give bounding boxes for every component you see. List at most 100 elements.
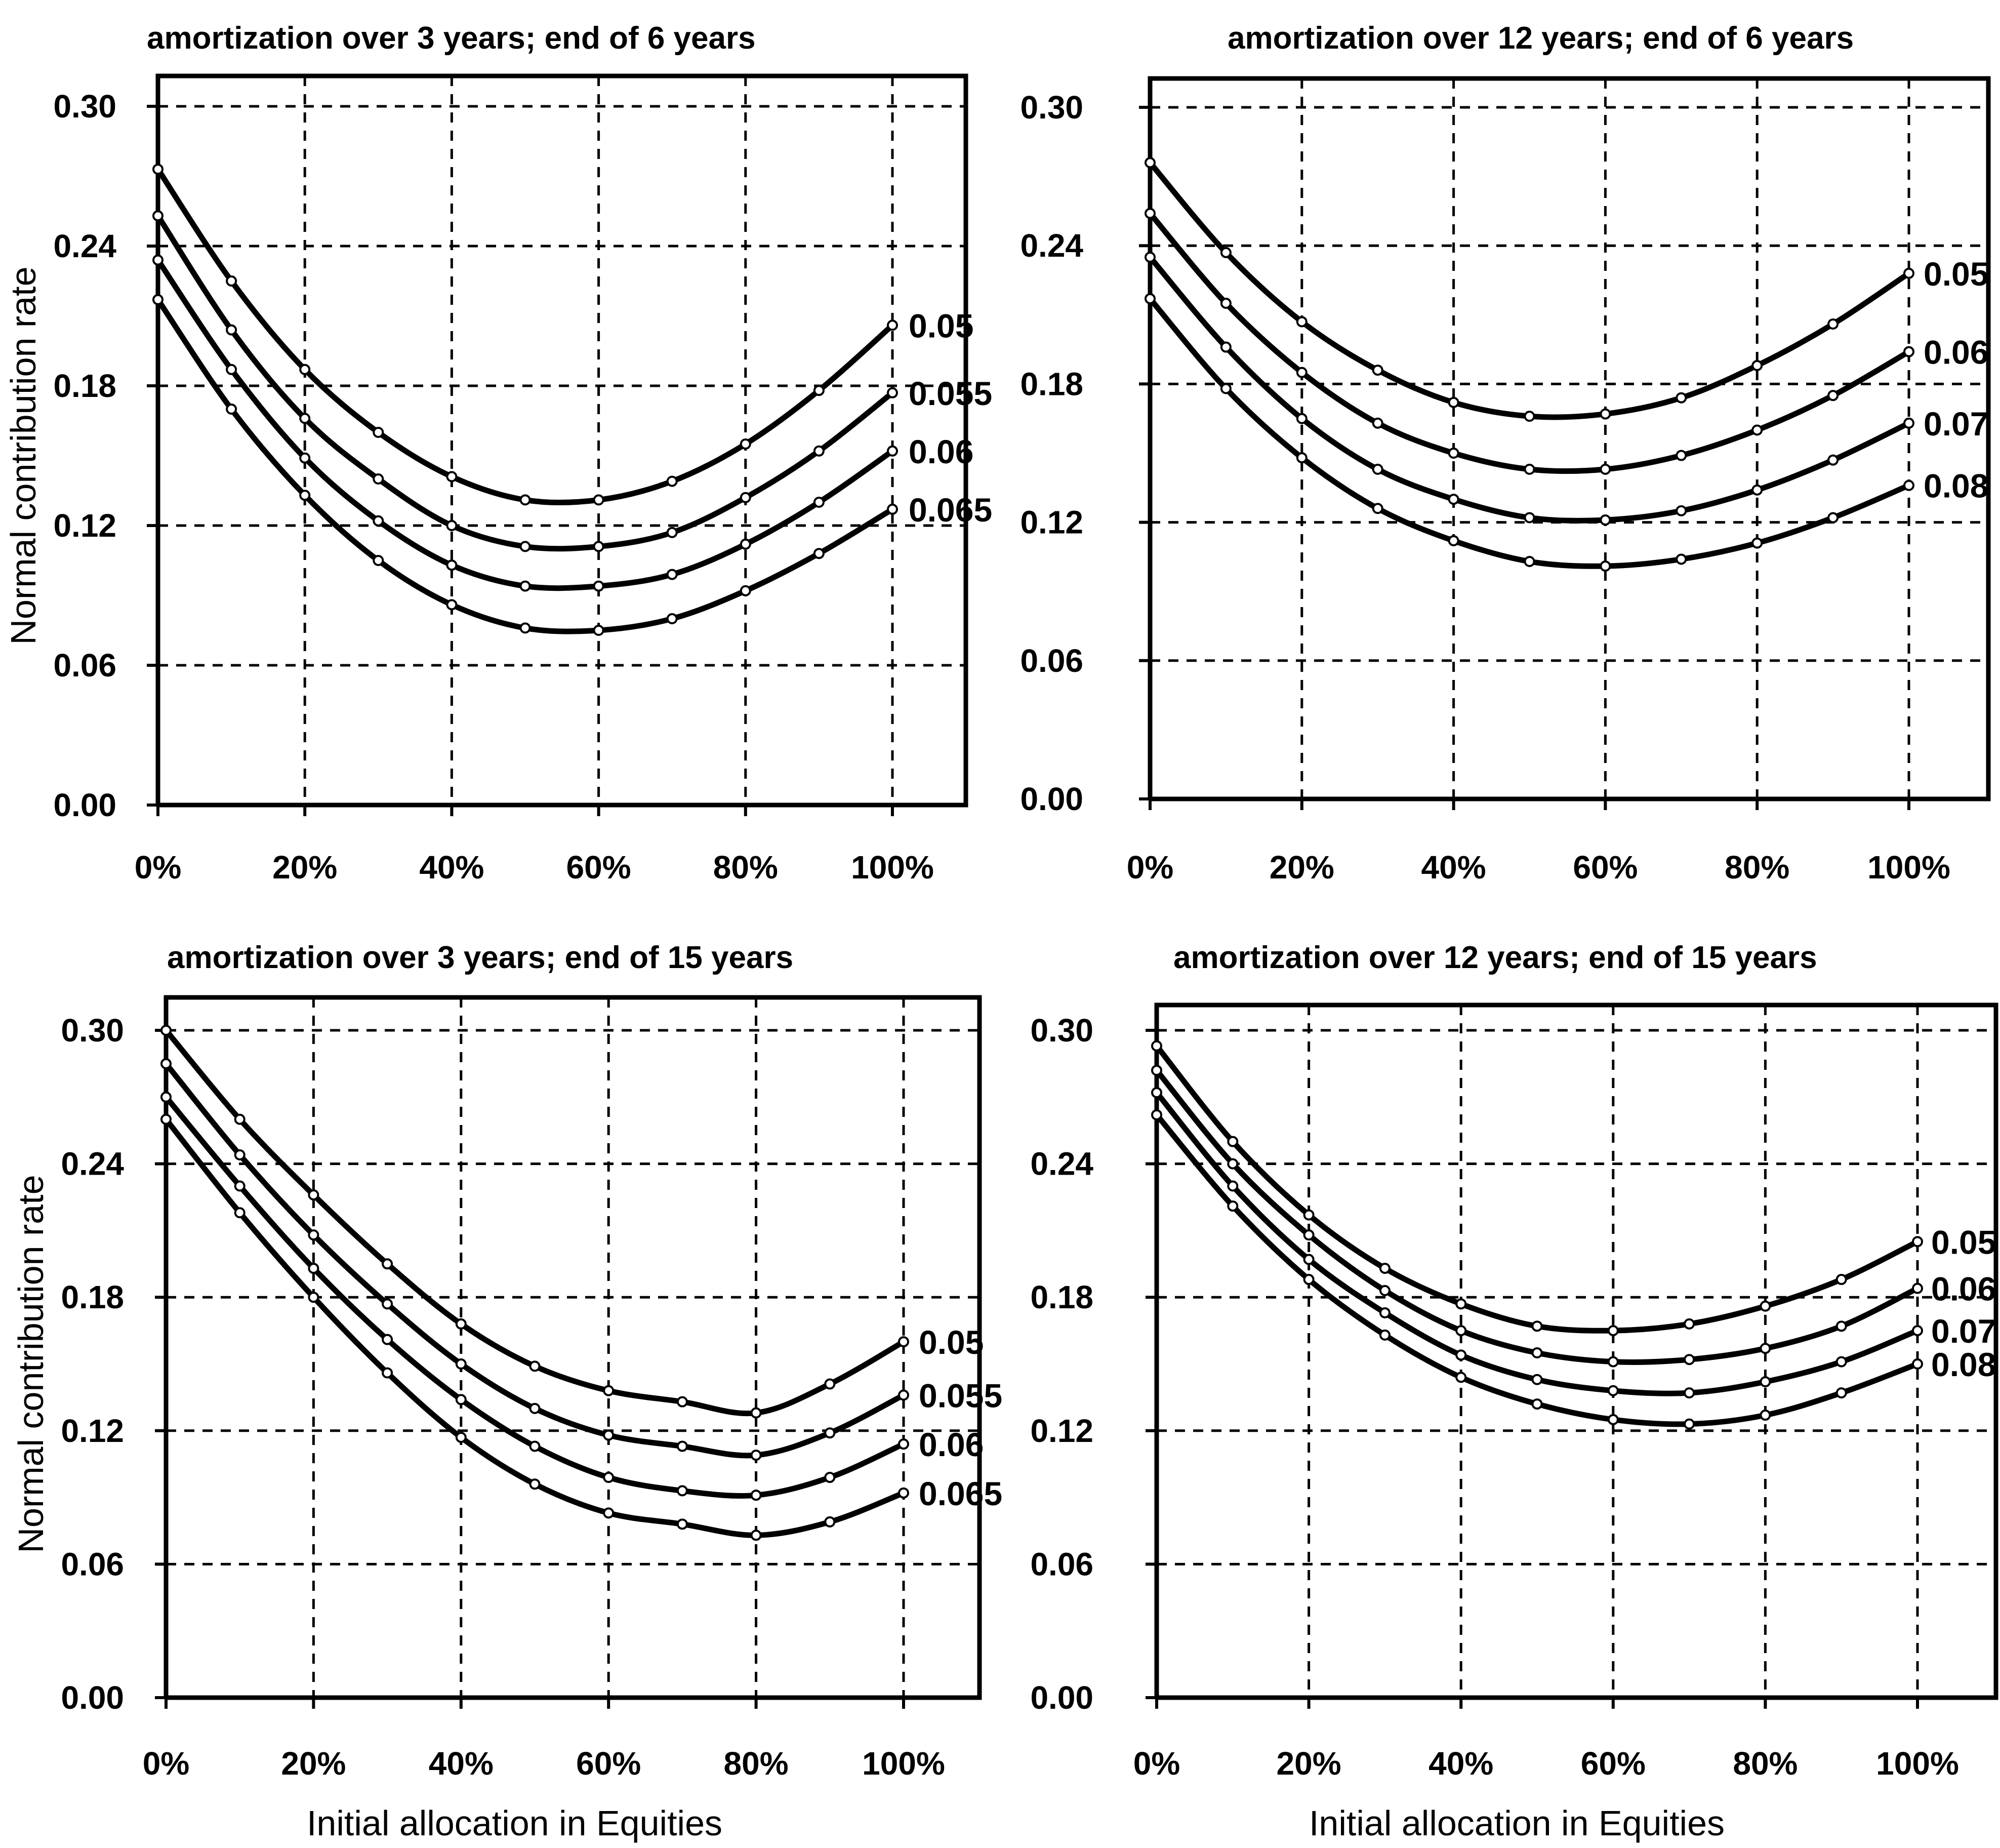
data-point xyxy=(1296,367,1308,378)
data-point xyxy=(1372,365,1383,376)
data-point xyxy=(234,1113,246,1125)
data-point xyxy=(519,580,531,592)
data-point xyxy=(666,569,678,580)
series-line xyxy=(155,168,894,506)
series-label: 0.07 xyxy=(1924,405,1988,443)
x-tick-label: 40% xyxy=(419,849,484,886)
y-tick-label: 0.18 xyxy=(1020,366,1083,402)
data-point xyxy=(1600,514,1611,526)
data-point xyxy=(666,527,678,538)
series-label: 0.065 xyxy=(919,1475,1002,1512)
data-point xyxy=(234,1149,246,1161)
data-point xyxy=(446,599,458,611)
x-tick-label: 100% xyxy=(851,849,934,886)
data-point xyxy=(740,438,751,450)
series-label: 0.055 xyxy=(909,375,992,412)
series-label: 0.06 xyxy=(919,1426,984,1463)
data-point xyxy=(1379,1329,1391,1341)
series-label: 0.08 xyxy=(1931,1346,1996,1383)
data-point xyxy=(299,452,311,464)
x-tick-label: 0% xyxy=(1133,1745,1180,1782)
x-tick-label: 60% xyxy=(1573,849,1638,886)
data-point xyxy=(824,1516,836,1528)
x-axis-label: Initial allocation in Equities xyxy=(1309,1803,1725,1843)
data-point xyxy=(455,1318,467,1330)
data-point xyxy=(1227,1180,1239,1192)
data-point xyxy=(1531,1347,1543,1359)
data-point xyxy=(1151,1040,1162,1052)
data-point xyxy=(1676,450,1687,461)
data-point xyxy=(446,559,458,571)
y-tick-label: 0.06 xyxy=(61,1546,124,1582)
series-0.05: 0.05 xyxy=(1151,1040,1996,1337)
data-point xyxy=(1751,359,1763,371)
data-point xyxy=(382,1298,393,1310)
data-point xyxy=(1372,417,1383,429)
series-0.06: 0.06 xyxy=(1145,208,1988,475)
data-point xyxy=(1151,1065,1162,1076)
data-point xyxy=(676,1485,688,1497)
series-0.08: 0.08 xyxy=(1151,1109,1996,1430)
data-point xyxy=(234,1207,246,1219)
data-point xyxy=(1903,346,1914,357)
data-point xyxy=(1827,512,1839,524)
y-tick-label: 0.30 xyxy=(61,1012,124,1049)
series-0.06: 0.06 xyxy=(152,254,973,592)
series-0.07: 0.07 xyxy=(1145,251,1988,526)
data-point xyxy=(1303,1274,1315,1285)
data-point xyxy=(676,1396,688,1408)
series-line xyxy=(1154,1044,1919,1334)
plot-frame xyxy=(1154,1002,1998,1700)
data-point xyxy=(1296,316,1308,328)
data-point xyxy=(887,503,898,515)
data-point xyxy=(1751,424,1763,436)
data-point xyxy=(813,497,825,508)
x-tick-label: 0% xyxy=(1127,849,1174,886)
y-tick-label: 0.18 xyxy=(1030,1279,1093,1315)
data-point xyxy=(824,1472,836,1483)
data-point xyxy=(1827,390,1839,401)
data-point xyxy=(1151,1087,1162,1099)
data-point xyxy=(1607,1414,1619,1425)
data-point xyxy=(1751,484,1763,496)
data-point xyxy=(1372,463,1383,475)
data-point xyxy=(1903,417,1914,429)
data-point xyxy=(898,1336,909,1348)
data-point xyxy=(740,538,751,550)
data-point xyxy=(750,1407,762,1419)
data-point xyxy=(1531,1320,1543,1332)
data-point xyxy=(226,324,237,336)
x-tick-label: 20% xyxy=(1270,849,1334,886)
data-point xyxy=(160,1091,172,1103)
data-point xyxy=(1531,1398,1543,1410)
data-point xyxy=(593,494,604,506)
data-point xyxy=(1145,157,1156,169)
data-point xyxy=(1903,267,1914,279)
data-point xyxy=(382,1334,393,1345)
data-point xyxy=(750,1530,762,1541)
x-tick-label: 100% xyxy=(862,1745,945,1782)
data-point xyxy=(529,1478,541,1490)
y-tick-label: 0.24 xyxy=(1030,1146,1093,1182)
series-0.06: 0.06 xyxy=(160,1091,984,1501)
data-point xyxy=(1827,454,1839,466)
x-tick-label: 20% xyxy=(1277,1745,1341,1782)
x-tick-label: 60% xyxy=(566,849,631,886)
data-point xyxy=(529,1360,541,1372)
chart-title: amortization over 3 years; end of 6 year… xyxy=(147,21,756,56)
y-tick-label: 0.18 xyxy=(61,1279,124,1315)
data-point xyxy=(529,1402,541,1414)
data-point xyxy=(603,1429,615,1441)
series-0.06: 0.06 xyxy=(1151,1065,1996,1368)
y-tick-label: 0.18 xyxy=(53,368,116,404)
data-point xyxy=(887,445,898,457)
y-tick-label: 0.06 xyxy=(1020,642,1083,679)
data-point xyxy=(234,1180,246,1192)
data-point xyxy=(308,1189,319,1201)
chart-panel-4: 0% 20% 40% 60% 80% 100% 0.00 0.06 0.12 0.18 0.24 0.… xyxy=(1030,940,1998,1843)
data-point xyxy=(887,387,898,398)
series-label: 0.06 xyxy=(1931,1270,1996,1308)
data-point xyxy=(898,1487,909,1499)
y-tick-label: 0.24 xyxy=(1020,227,1083,264)
